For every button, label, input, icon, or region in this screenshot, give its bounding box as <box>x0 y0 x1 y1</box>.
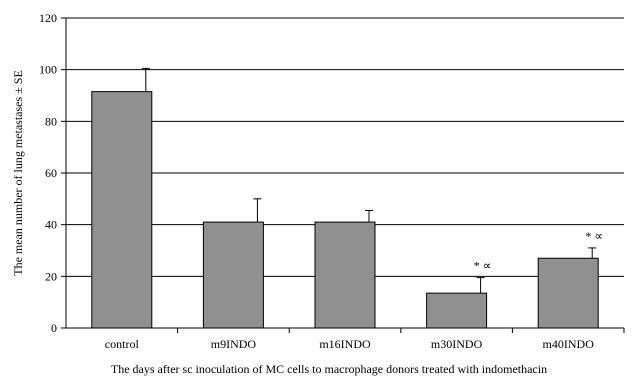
x-tick-label-m9INDO: m9INDO <box>211 337 257 351</box>
y-axis-title: The mean number of lung metastases ± SE <box>11 70 25 276</box>
y-tick-label-120: 120 <box>39 11 57 25</box>
bar-m16INDO <box>314 221 376 329</box>
y-tick-label-60: 60 <box>45 166 57 180</box>
y-tick-label-100: 100 <box>39 63 57 77</box>
bar-control <box>91 91 153 329</box>
y-tick-label-20: 20 <box>45 269 57 283</box>
x-axis-title: The days after sc inoculation of MC cell… <box>111 362 547 376</box>
x-tick-label-m40INDO: m40INDO <box>543 337 595 351</box>
bar-m9INDO <box>202 221 264 329</box>
tick-labels: 0 20 40 60 80 100 120 control m9INDO m16INDO m30IN… <box>39 11 603 351</box>
x-tick-label-m30INDO: m30INDO <box>431 337 483 351</box>
bar-m40INDO <box>537 257 599 329</box>
y-tick-label-80: 80 <box>45 114 57 128</box>
x-tick-label-m16INDO: m16INDO <box>319 337 371 351</box>
significance-marker-m40INDO: * ∝ <box>585 229 603 243</box>
bar-m30INDO <box>426 292 488 329</box>
x-tick-label-control: control <box>105 337 140 351</box>
y-tick-label-40: 40 <box>45 218 57 232</box>
bars <box>91 67 599 329</box>
grid-lines <box>66 17 624 277</box>
axes <box>61 17 625 333</box>
y-tick-label-0: 0 <box>51 321 57 335</box>
significance-marker-m30INDO: * ∝ <box>474 259 492 273</box>
